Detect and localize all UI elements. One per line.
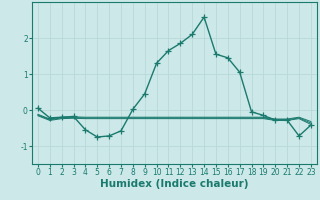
X-axis label: Humidex (Indice chaleur): Humidex (Indice chaleur)	[100, 179, 249, 189]
